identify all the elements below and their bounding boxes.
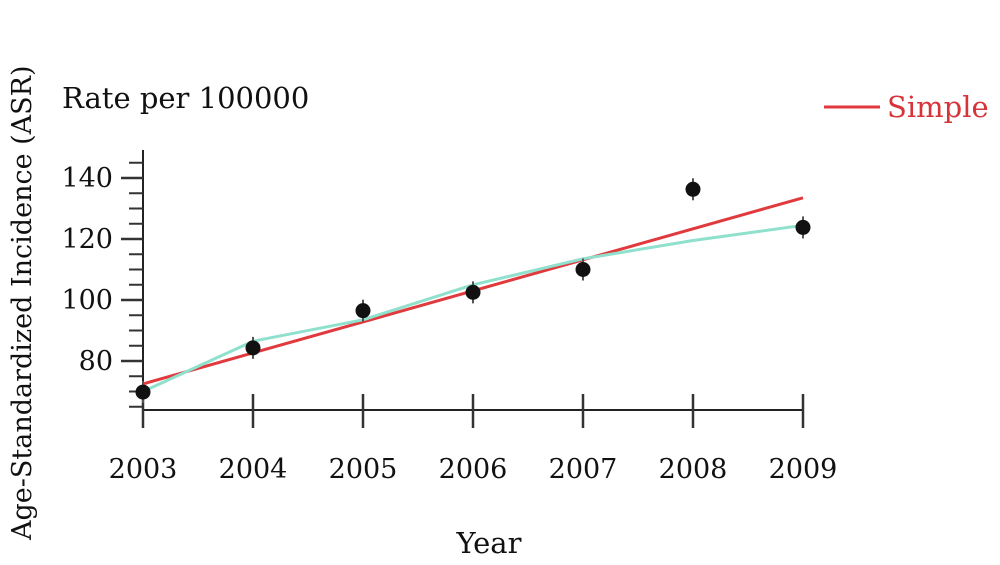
data-point — [685, 181, 701, 197]
x-tick-label: 2004 — [219, 454, 288, 485]
x-tick-label: 2007 — [549, 454, 618, 485]
series-line-2 — [142, 223, 804, 393]
legend: Simple — [824, 90, 989, 124]
x-tick-label: 2005 — [329, 454, 398, 485]
y-tick-label: 140 — [61, 163, 113, 194]
y-tick-label: 80 — [79, 346, 113, 377]
data-point — [575, 262, 591, 277]
y-tick-label: 120 — [61, 224, 113, 255]
y-tick-label: 100 — [61, 285, 113, 316]
data-point — [465, 284, 481, 300]
points-layer — [135, 178, 811, 404]
x-tick-label: 2003 — [109, 454, 178, 485]
x-tick-label: 2009 — [769, 454, 838, 485]
x-tick-label: 2008 — [659, 454, 728, 485]
y-ticks: 80 100 120 140 — [61, 161, 143, 408]
legend-label-simple: Simple — [887, 90, 989, 124]
axes — [142, 150, 803, 411]
data-point — [135, 384, 151, 400]
y-axis-label: Age-Standardized Incidence (ASR) — [7, 65, 38, 541]
chart-subtitle: Rate per 100000 — [62, 81, 309, 115]
x-ticks: 2003 2004 2005 2006 2007 2008 2009 — [109, 394, 838, 485]
data-point — [245, 340, 261, 356]
data-point — [795, 219, 811, 235]
x-axis-label: Year — [456, 526, 522, 560]
data-point — [355, 303, 371, 319]
x-tick-label: 2006 — [439, 454, 508, 485]
